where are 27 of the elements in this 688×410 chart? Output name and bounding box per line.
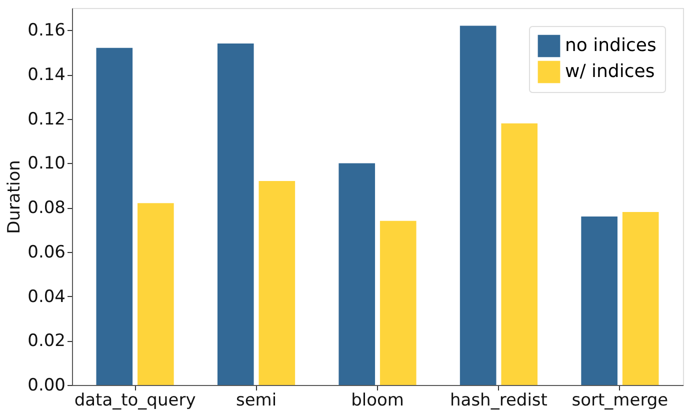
bar xyxy=(622,212,659,385)
bar xyxy=(217,43,254,385)
bar xyxy=(380,220,416,385)
y-tick-label: 0.08 xyxy=(28,198,66,218)
bar xyxy=(581,216,618,385)
x-tick-label: data_to_query xyxy=(74,390,196,410)
x-tick-label: semi xyxy=(236,390,277,410)
legend-label: no indices xyxy=(565,35,656,56)
y-tick-label: 0.00 xyxy=(28,376,66,396)
x-tick-label: hash_redist xyxy=(450,390,548,410)
x-tick-label: sort_merge xyxy=(572,390,668,410)
bar xyxy=(138,203,174,385)
legend-label: w/ indices xyxy=(565,61,655,82)
y-tick-label: 0.10 xyxy=(28,154,66,174)
x-tick-label: bloom xyxy=(351,390,404,410)
y-tick-label: 0.14 xyxy=(28,65,66,86)
y-tick-label: 0.16 xyxy=(28,20,66,41)
y-tick-label: 0.04 xyxy=(28,286,66,307)
bar xyxy=(460,26,496,385)
y-axis-title: Duration xyxy=(4,160,25,234)
bar xyxy=(96,48,133,385)
bar xyxy=(501,123,538,385)
y-tick-label: 0.12 xyxy=(28,109,66,130)
y-tick-label: 0.06 xyxy=(28,242,66,262)
bar xyxy=(338,163,376,385)
bar xyxy=(258,180,296,385)
y-tick-label: 0.02 xyxy=(28,331,66,352)
